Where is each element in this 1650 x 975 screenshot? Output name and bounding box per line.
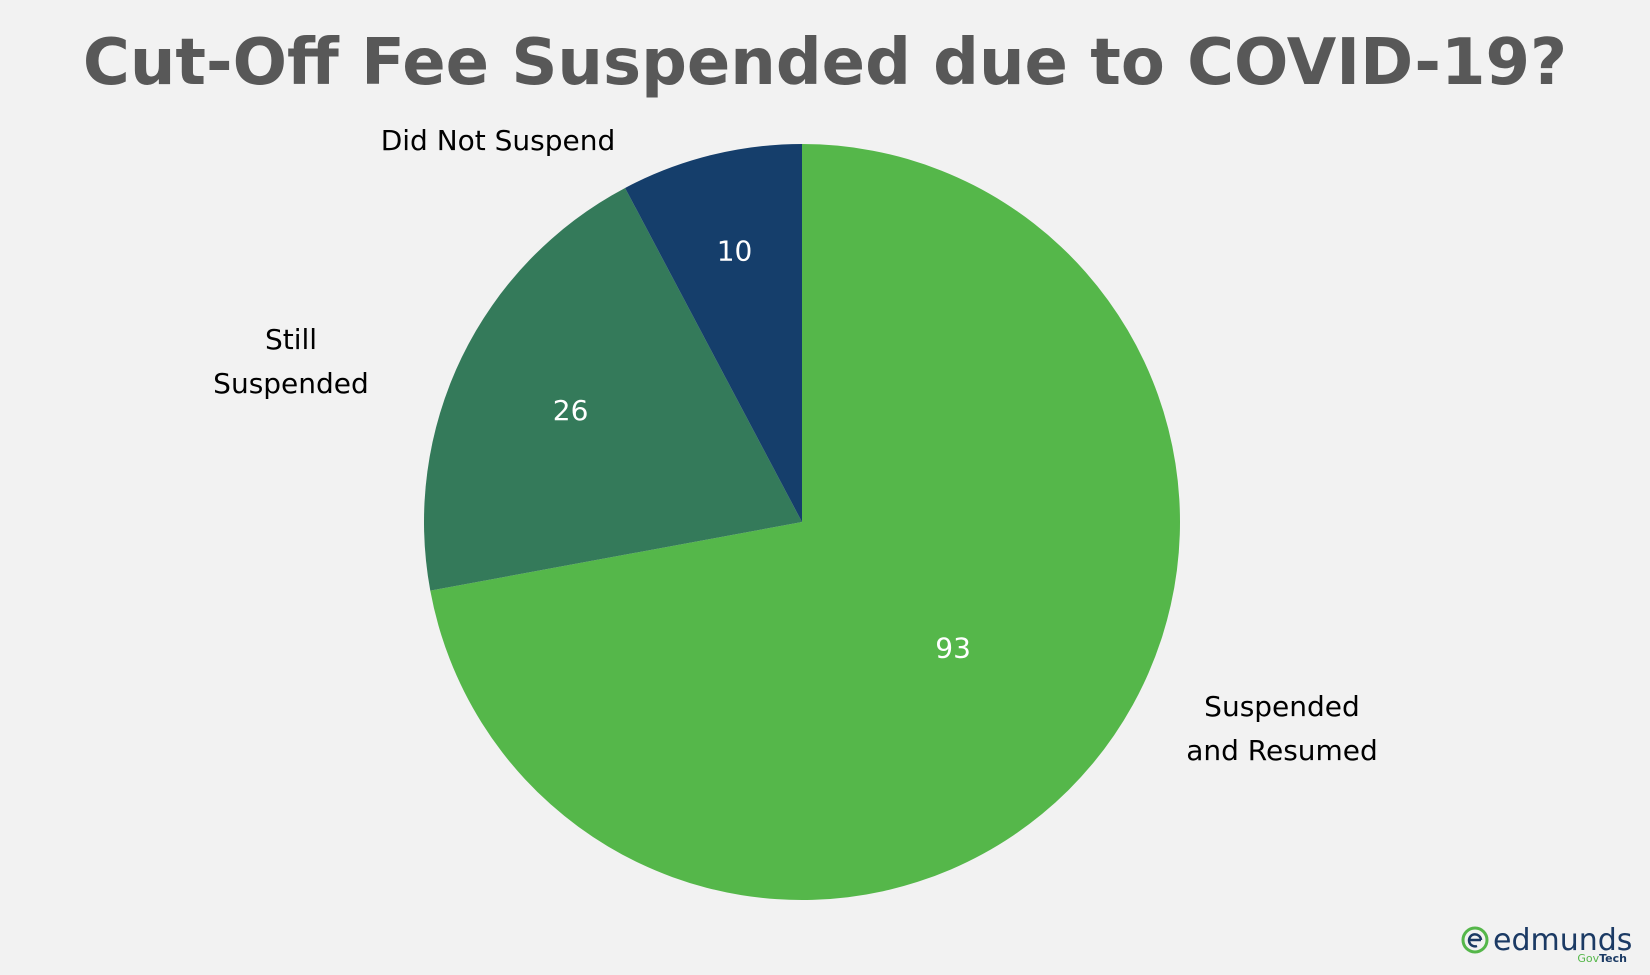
slice-value-label: 10 [717,235,753,268]
pie-slice [625,144,802,522]
slice-label-line: Did Not Suspend [381,124,616,157]
logo-sub-gov: Gov [1577,952,1599,965]
slice-category-label: Did Not Suspend [381,124,616,157]
edmunds-e-icon [1461,926,1489,954]
logo-wordmark: edmunds [1493,923,1632,958]
slice-category-label: Still Suspended [213,323,369,400]
pie-slices [424,144,1181,901]
pie-slice [424,187,802,591]
slice-label-line: Suspended [213,367,369,400]
edmunds-logo: edmunds GovTech [1461,923,1632,965]
slice-value-label: 93 [935,632,971,665]
logo-subtitle: GovTech [1577,952,1627,965]
logo-sub-tech: Tech [1599,952,1627,965]
slice-label-line: Suspended [1204,690,1360,723]
slice-category-label: Suspended and Resumed [1186,690,1378,767]
chart-title: Cut-Off Fee Suspended due to COVID-19? [83,26,1567,100]
slice-value-label: 26 [553,394,589,427]
pie-value-labels: 93 26 10 [553,235,971,665]
pie-slice [430,144,1181,901]
pie-category-labels: Suspended and Resumed Still Suspended Did No… [213,124,1378,767]
slice-label-line: Still [265,323,317,356]
slice-label-line: and Resumed [1186,734,1378,767]
